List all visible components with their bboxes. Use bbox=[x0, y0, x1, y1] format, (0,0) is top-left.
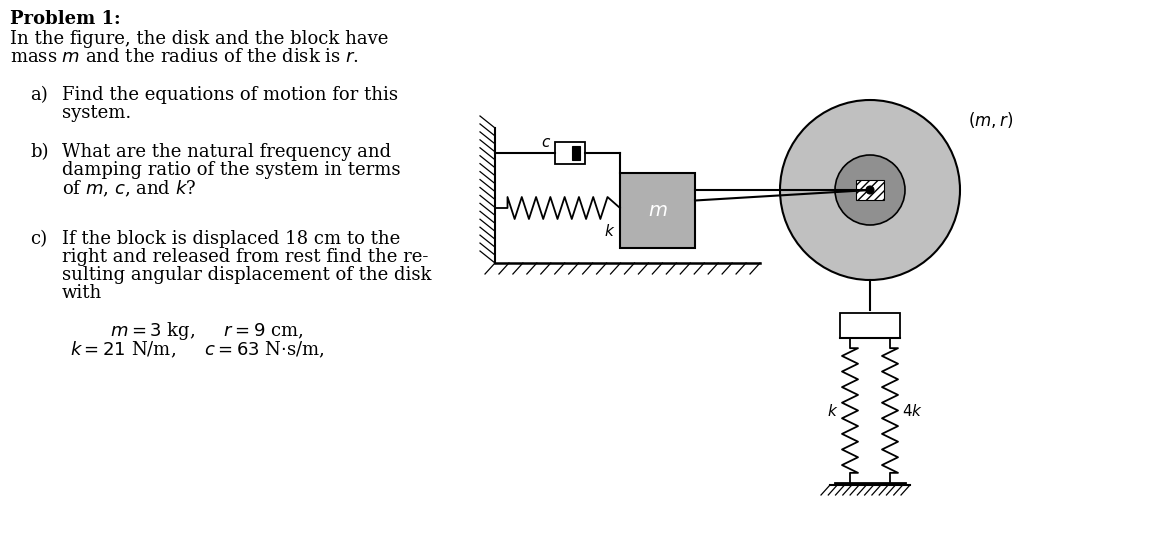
Text: sulting angular displacement of the disk: sulting angular displacement of the disk bbox=[62, 266, 432, 284]
Text: Problem 1:: Problem 1: bbox=[11, 10, 120, 28]
Text: with: with bbox=[62, 284, 103, 302]
Text: damping ratio of the system in terms: damping ratio of the system in terms bbox=[62, 161, 400, 179]
Circle shape bbox=[866, 186, 874, 194]
Text: $m$: $m$ bbox=[648, 201, 668, 219]
Text: $k$: $k$ bbox=[605, 223, 616, 239]
Text: What are the natural frequency and: What are the natural frequency and bbox=[62, 143, 391, 161]
Text: mass $m$ and the radius of the disk is $r$.: mass $m$ and the radius of the disk is $… bbox=[11, 48, 359, 66]
Bar bbox=[840, 313, 900, 338]
Bar bbox=[857, 180, 883, 200]
Bar bbox=[555, 142, 585, 164]
Text: $(m, r)$: $(m, r)$ bbox=[967, 110, 1013, 130]
Text: $c$: $c$ bbox=[540, 136, 551, 150]
Text: Find the equations of motion for this: Find the equations of motion for this bbox=[62, 86, 398, 104]
Text: right and released from rest find the re-: right and released from rest find the re… bbox=[62, 248, 428, 266]
Text: $k = 21$ N/m,     $c = 63$ N$\cdot$s/m,: $k = 21$ N/m, $c = 63$ N$\cdot$s/m, bbox=[70, 340, 324, 360]
Bar bbox=[572, 146, 580, 160]
Text: a): a) bbox=[30, 86, 48, 104]
Text: $m = 3$ kg,     $r = 9$ cm,: $m = 3$ kg, $r = 9$ cm, bbox=[110, 320, 303, 342]
Circle shape bbox=[780, 100, 960, 280]
Text: c): c) bbox=[30, 230, 47, 248]
Text: In the figure, the disk and the block have: In the figure, the disk and the block ha… bbox=[11, 30, 389, 48]
Text: of $m$, $c$, and $k$?: of $m$, $c$, and $k$? bbox=[62, 179, 196, 199]
Text: $k$: $k$ bbox=[826, 402, 838, 418]
Text: $4k$: $4k$ bbox=[902, 402, 923, 418]
Circle shape bbox=[836, 155, 904, 225]
Bar bbox=[620, 173, 696, 248]
Text: system.: system. bbox=[62, 104, 131, 122]
Text: b): b) bbox=[30, 143, 49, 161]
Text: If the block is displaced 18 cm to the: If the block is displaced 18 cm to the bbox=[62, 230, 400, 248]
